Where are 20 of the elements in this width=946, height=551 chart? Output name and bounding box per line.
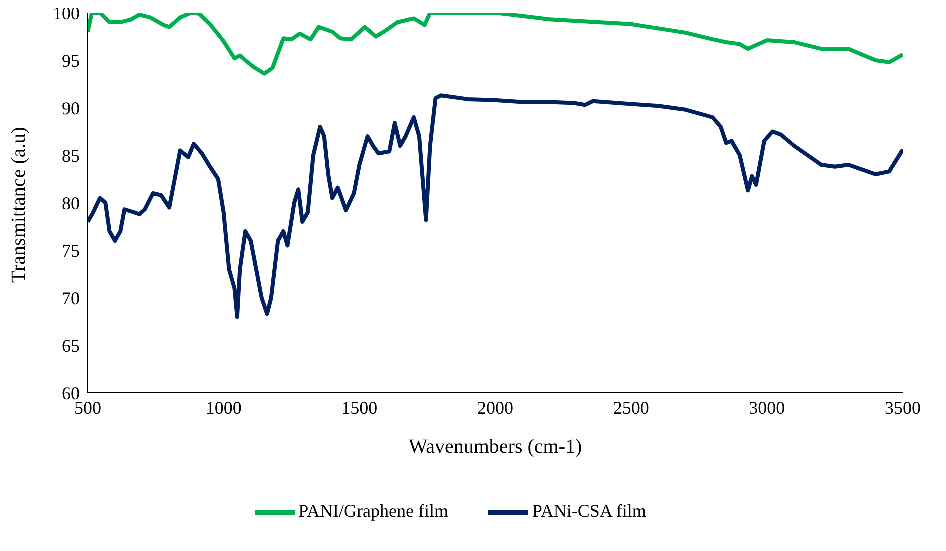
x-tick-label: 1000 bbox=[206, 398, 242, 418]
y-tick-label: 75 bbox=[62, 240, 80, 261]
y-tick-label: 65 bbox=[62, 336, 80, 356]
x-axis-title: Wavenumbers (cm-1) bbox=[408, 436, 582, 458]
x-tick-label: 2500 bbox=[613, 398, 650, 418]
line-series bbox=[88, 13, 903, 76]
legend-label: PANi-CSA film bbox=[532, 501, 646, 522]
y-tick-label: 90 bbox=[62, 98, 80, 118]
y-axis-title: Transmittance (a.u) bbox=[8, 127, 30, 283]
y-tick-label: 70 bbox=[62, 288, 80, 308]
x-tick-label: 3500 bbox=[885, 398, 921, 418]
line-series bbox=[88, 94, 903, 319]
legend-label: PANI/Graphene film bbox=[298, 501, 448, 522]
x-tick-label: 2000 bbox=[478, 398, 514, 418]
x-tick-label: 1500 bbox=[342, 398, 378, 418]
y-tick-label: 85 bbox=[62, 146, 80, 166]
y-tick-label: 95 bbox=[62, 50, 80, 71]
y-tick-label: 80 bbox=[62, 193, 80, 214]
x-tick-label: 3000 bbox=[749, 398, 786, 418]
y-tick-label: 60 bbox=[62, 383, 80, 404]
